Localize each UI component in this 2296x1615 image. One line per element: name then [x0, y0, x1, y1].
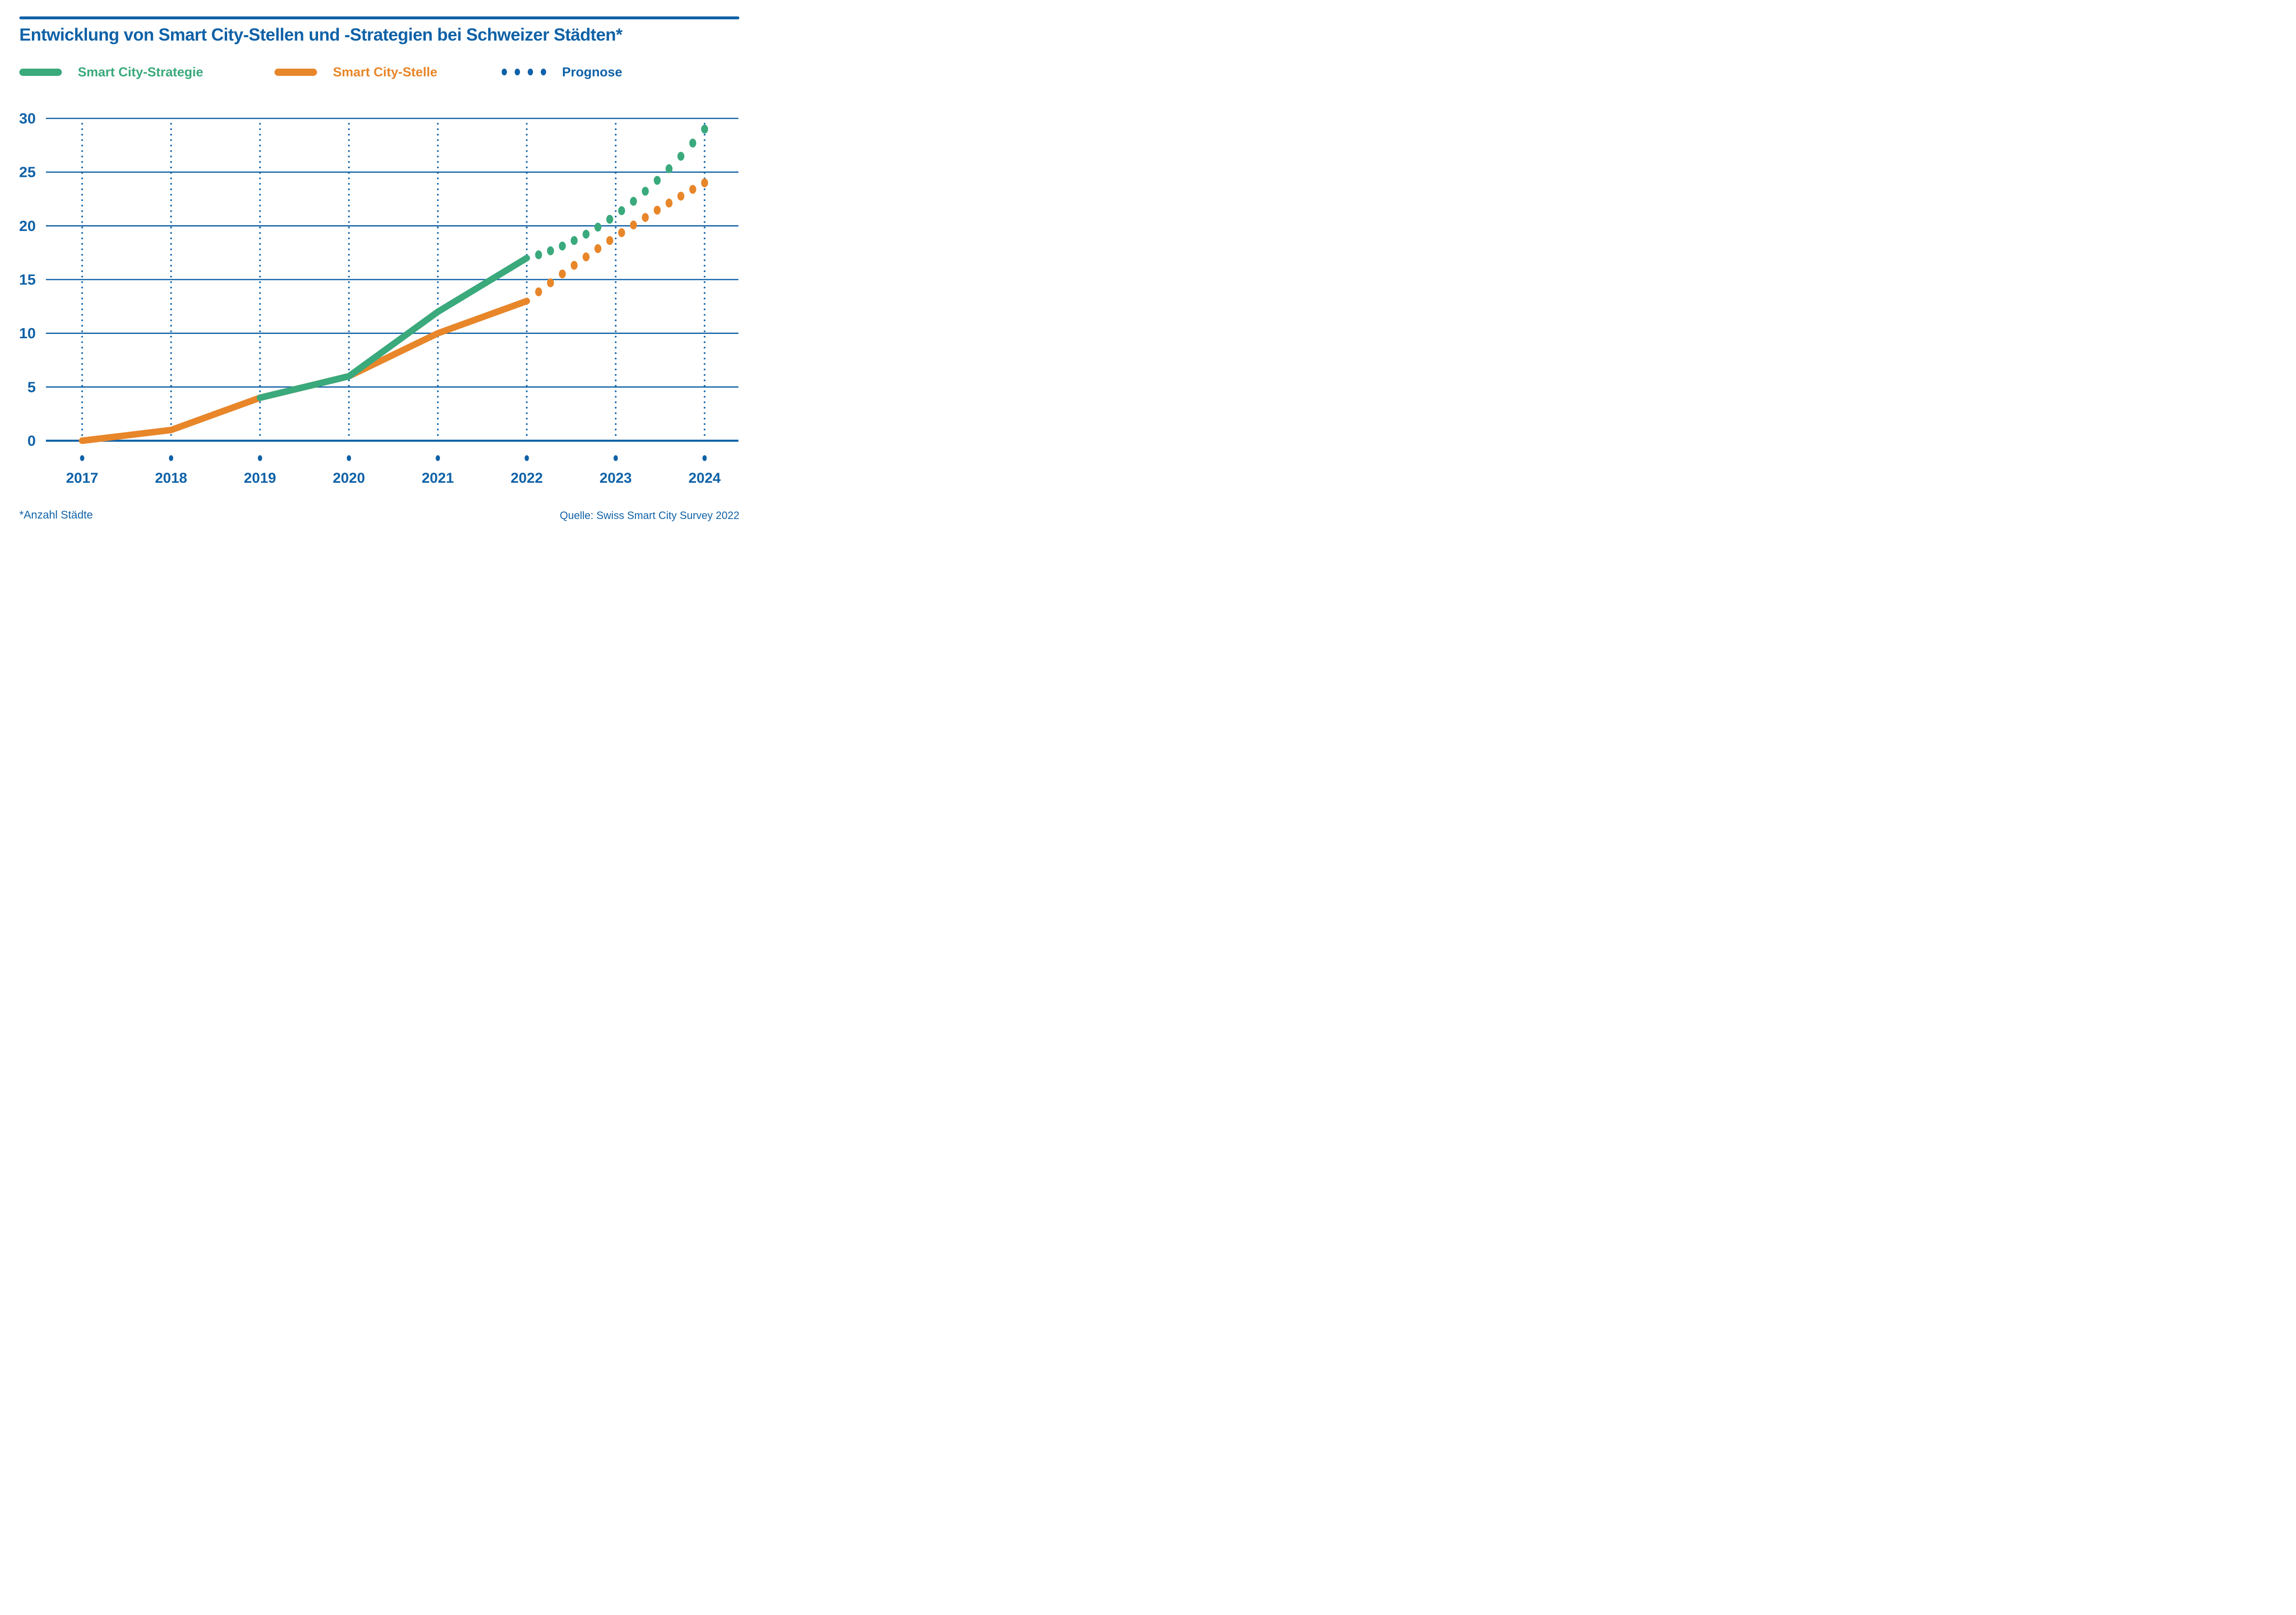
smart-city-chart-page: Entwicklung von Smart City-Stellen und -…: [0, 0, 747, 525]
forecast-dot: [630, 197, 637, 206]
series-smart-city-strategie-prognose: [535, 125, 708, 260]
forecast-dot: [677, 191, 685, 201]
x-tick-dot-2022: [524, 455, 529, 461]
forecast-dot: [606, 236, 613, 245]
forecast-dot: [642, 213, 649, 222]
x-tick-dot-2023: [613, 455, 618, 461]
y-axis-label-25: 25: [19, 164, 36, 181]
forecast-dot: [689, 138, 696, 148]
x-axis-label-2017: 2017: [66, 470, 99, 486]
forecast-dot: [559, 269, 566, 279]
forecast-dot: [630, 220, 637, 230]
x-tick-dot-2021: [435, 455, 440, 461]
stelle-line-swatch: [274, 68, 317, 76]
x-tick-dot-2018: [169, 455, 173, 461]
legend-label-stelle: Smart City-Stelle: [333, 64, 438, 79]
footnote: *Anzahl Städte: [19, 508, 93, 521]
forecast-dot: [642, 187, 649, 196]
legend-item-strategie: Smart City-Strategie: [19, 63, 203, 81]
x-tick-dot-2017: [80, 455, 85, 461]
prognose-dot-icon: [541, 69, 546, 75]
forecast-dot: [594, 244, 602, 253]
prognose-dot-icon: [515, 69, 520, 75]
chart-canvas: 0 5 10 15 20 25 30 2017 2018 2019 2020 2021 2022 2023…: [19, 110, 738, 486]
series-smart-city-stelle: [79, 298, 530, 444]
y-axis-label-20: 20: [19, 217, 36, 234]
forecast-dot: [559, 241, 566, 251]
prognose-dot-icon: [528, 69, 533, 75]
forecast-dot: [582, 230, 590, 239]
forecast-dot: [665, 164, 673, 173]
chart-title: Entwicklung von Smart City-Stellen und -…: [19, 25, 622, 44]
x-axis-label-2021: 2021: [422, 470, 454, 486]
x-tick-dot-2019: [258, 455, 262, 461]
forecast-dot: [618, 228, 625, 237]
prognose-dots-swatch: [502, 69, 546, 75]
forecast-dot: [547, 246, 554, 256]
x-axis-label-2019: 2019: [244, 470, 276, 486]
source-credit: Quelle: Swiss Smart City Survey 2022: [560, 509, 739, 521]
y-axis-label-30: 30: [19, 110, 36, 127]
forecast-dot: [594, 222, 602, 232]
prognose-dot-icon: [502, 69, 507, 75]
forecast-dot: [547, 278, 554, 288]
x-axis-label-2024: 2024: [689, 470, 721, 486]
x-tick-dot-2020: [347, 455, 351, 461]
forecast-dot: [535, 287, 542, 297]
x-tick-dot-2024: [702, 455, 707, 461]
y-axis-label-0: 0: [28, 433, 36, 449]
legend: Smart City-Strategie Smart City-Stelle P…: [0, 63, 747, 81]
forecast-dot: [535, 250, 542, 260]
y-axis-label-15: 15: [19, 271, 36, 288]
forecast-dot: [606, 215, 613, 224]
forecast-dot: [689, 185, 696, 194]
x-axis-label-2023: 2023: [600, 470, 632, 486]
forecast-dot: [677, 152, 685, 161]
forecast-dot: [653, 176, 661, 185]
x-axis-label-2020: 2020: [333, 470, 365, 486]
y-axis-label-10: 10: [19, 325, 36, 342]
forecast-dot: [701, 125, 708, 134]
forecast-dot: [570, 260, 578, 270]
legend-label-prognose: Prognose: [562, 64, 622, 79]
legend-item-prognose: Prognose: [502, 63, 622, 81]
x-axis-label-2018: 2018: [155, 470, 188, 486]
forecast-dot: [653, 205, 661, 215]
strategie-line-swatch: [19, 68, 62, 76]
forecast-dot: [618, 206, 625, 216]
forecast-dot: [582, 252, 590, 261]
forecast-dot: [701, 178, 708, 187]
top-rule: [19, 16, 739, 19]
forecast-dot: [570, 236, 578, 245]
series-smart-city-stelle-prognose: [535, 178, 708, 297]
x-axis-label-2022: 2022: [511, 470, 543, 486]
forecast-dot: [665, 199, 673, 208]
series-smart-city-strategie: [257, 255, 530, 401]
legend-item-stelle: Smart City-Stelle: [274, 63, 437, 81]
legend-label-strategie: Smart City-Strategie: [78, 64, 203, 79]
y-axis-label-5: 5: [28, 378, 36, 395]
